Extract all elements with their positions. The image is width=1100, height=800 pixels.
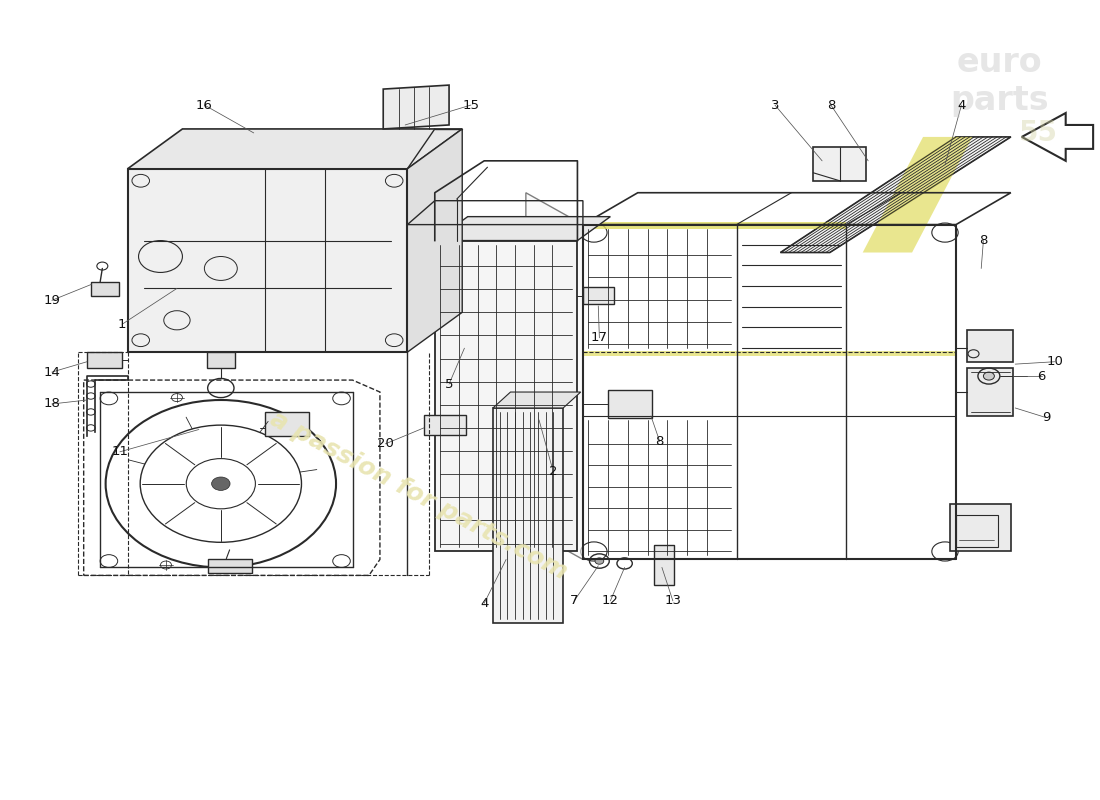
Text: 8: 8 [979, 234, 988, 247]
Bar [91, 282, 119, 296]
Text: 16: 16 [196, 98, 212, 111]
Polygon shape [434, 241, 578, 551]
Bar [424, 415, 465, 435]
Polygon shape [128, 129, 462, 169]
Text: 9: 9 [1042, 411, 1050, 424]
Bar [813, 147, 866, 181]
Text: 7: 7 [570, 594, 579, 607]
Text: 13: 13 [664, 594, 681, 607]
Text: 20: 20 [377, 438, 394, 450]
Circle shape [983, 372, 994, 380]
Text: 15: 15 [462, 98, 480, 111]
Polygon shape [780, 137, 1011, 253]
Text: 4: 4 [480, 597, 488, 610]
Bar [208, 558, 252, 573]
Text: 8: 8 [656, 435, 664, 448]
Text: 5: 5 [444, 378, 453, 390]
Bar [967, 330, 1013, 362]
Bar [583, 350, 956, 356]
Text: 17: 17 [591, 331, 608, 344]
Bar [654, 545, 674, 585]
Text: 2: 2 [549, 466, 558, 478]
Circle shape [595, 558, 604, 564]
Text: 1: 1 [118, 318, 127, 330]
Bar [265, 412, 309, 436]
Bar [207, 352, 235, 368]
Bar [950, 504, 1011, 551]
Text: 55: 55 [1019, 119, 1058, 147]
Bar [583, 286, 614, 304]
Polygon shape [493, 392, 581, 408]
Text: 11: 11 [111, 446, 129, 458]
Text: 8: 8 [827, 98, 835, 111]
Polygon shape [493, 408, 563, 623]
Bar [967, 368, 1013, 416]
Text: 18: 18 [43, 398, 60, 410]
Polygon shape [128, 169, 407, 352]
Polygon shape [407, 129, 462, 352]
Bar [583, 222, 846, 229]
Polygon shape [383, 85, 449, 129]
Text: 14: 14 [43, 366, 60, 378]
Bar [87, 352, 122, 368]
Bar [608, 390, 652, 418]
Circle shape [211, 477, 230, 490]
Text: 12: 12 [602, 594, 619, 607]
Text: 19: 19 [43, 294, 60, 307]
Polygon shape [434, 217, 610, 241]
Polygon shape [526, 193, 583, 559]
Text: 10: 10 [1046, 355, 1064, 368]
Polygon shape [862, 137, 972, 253]
Text: euro
parts: euro parts [950, 46, 1049, 117]
Text: 4: 4 [957, 98, 966, 111]
Text: 3: 3 [771, 98, 779, 111]
Text: a passion for parts.com: a passion for parts.com [266, 407, 571, 585]
Text: 6: 6 [1037, 370, 1046, 382]
Bar [956, 515, 998, 546]
